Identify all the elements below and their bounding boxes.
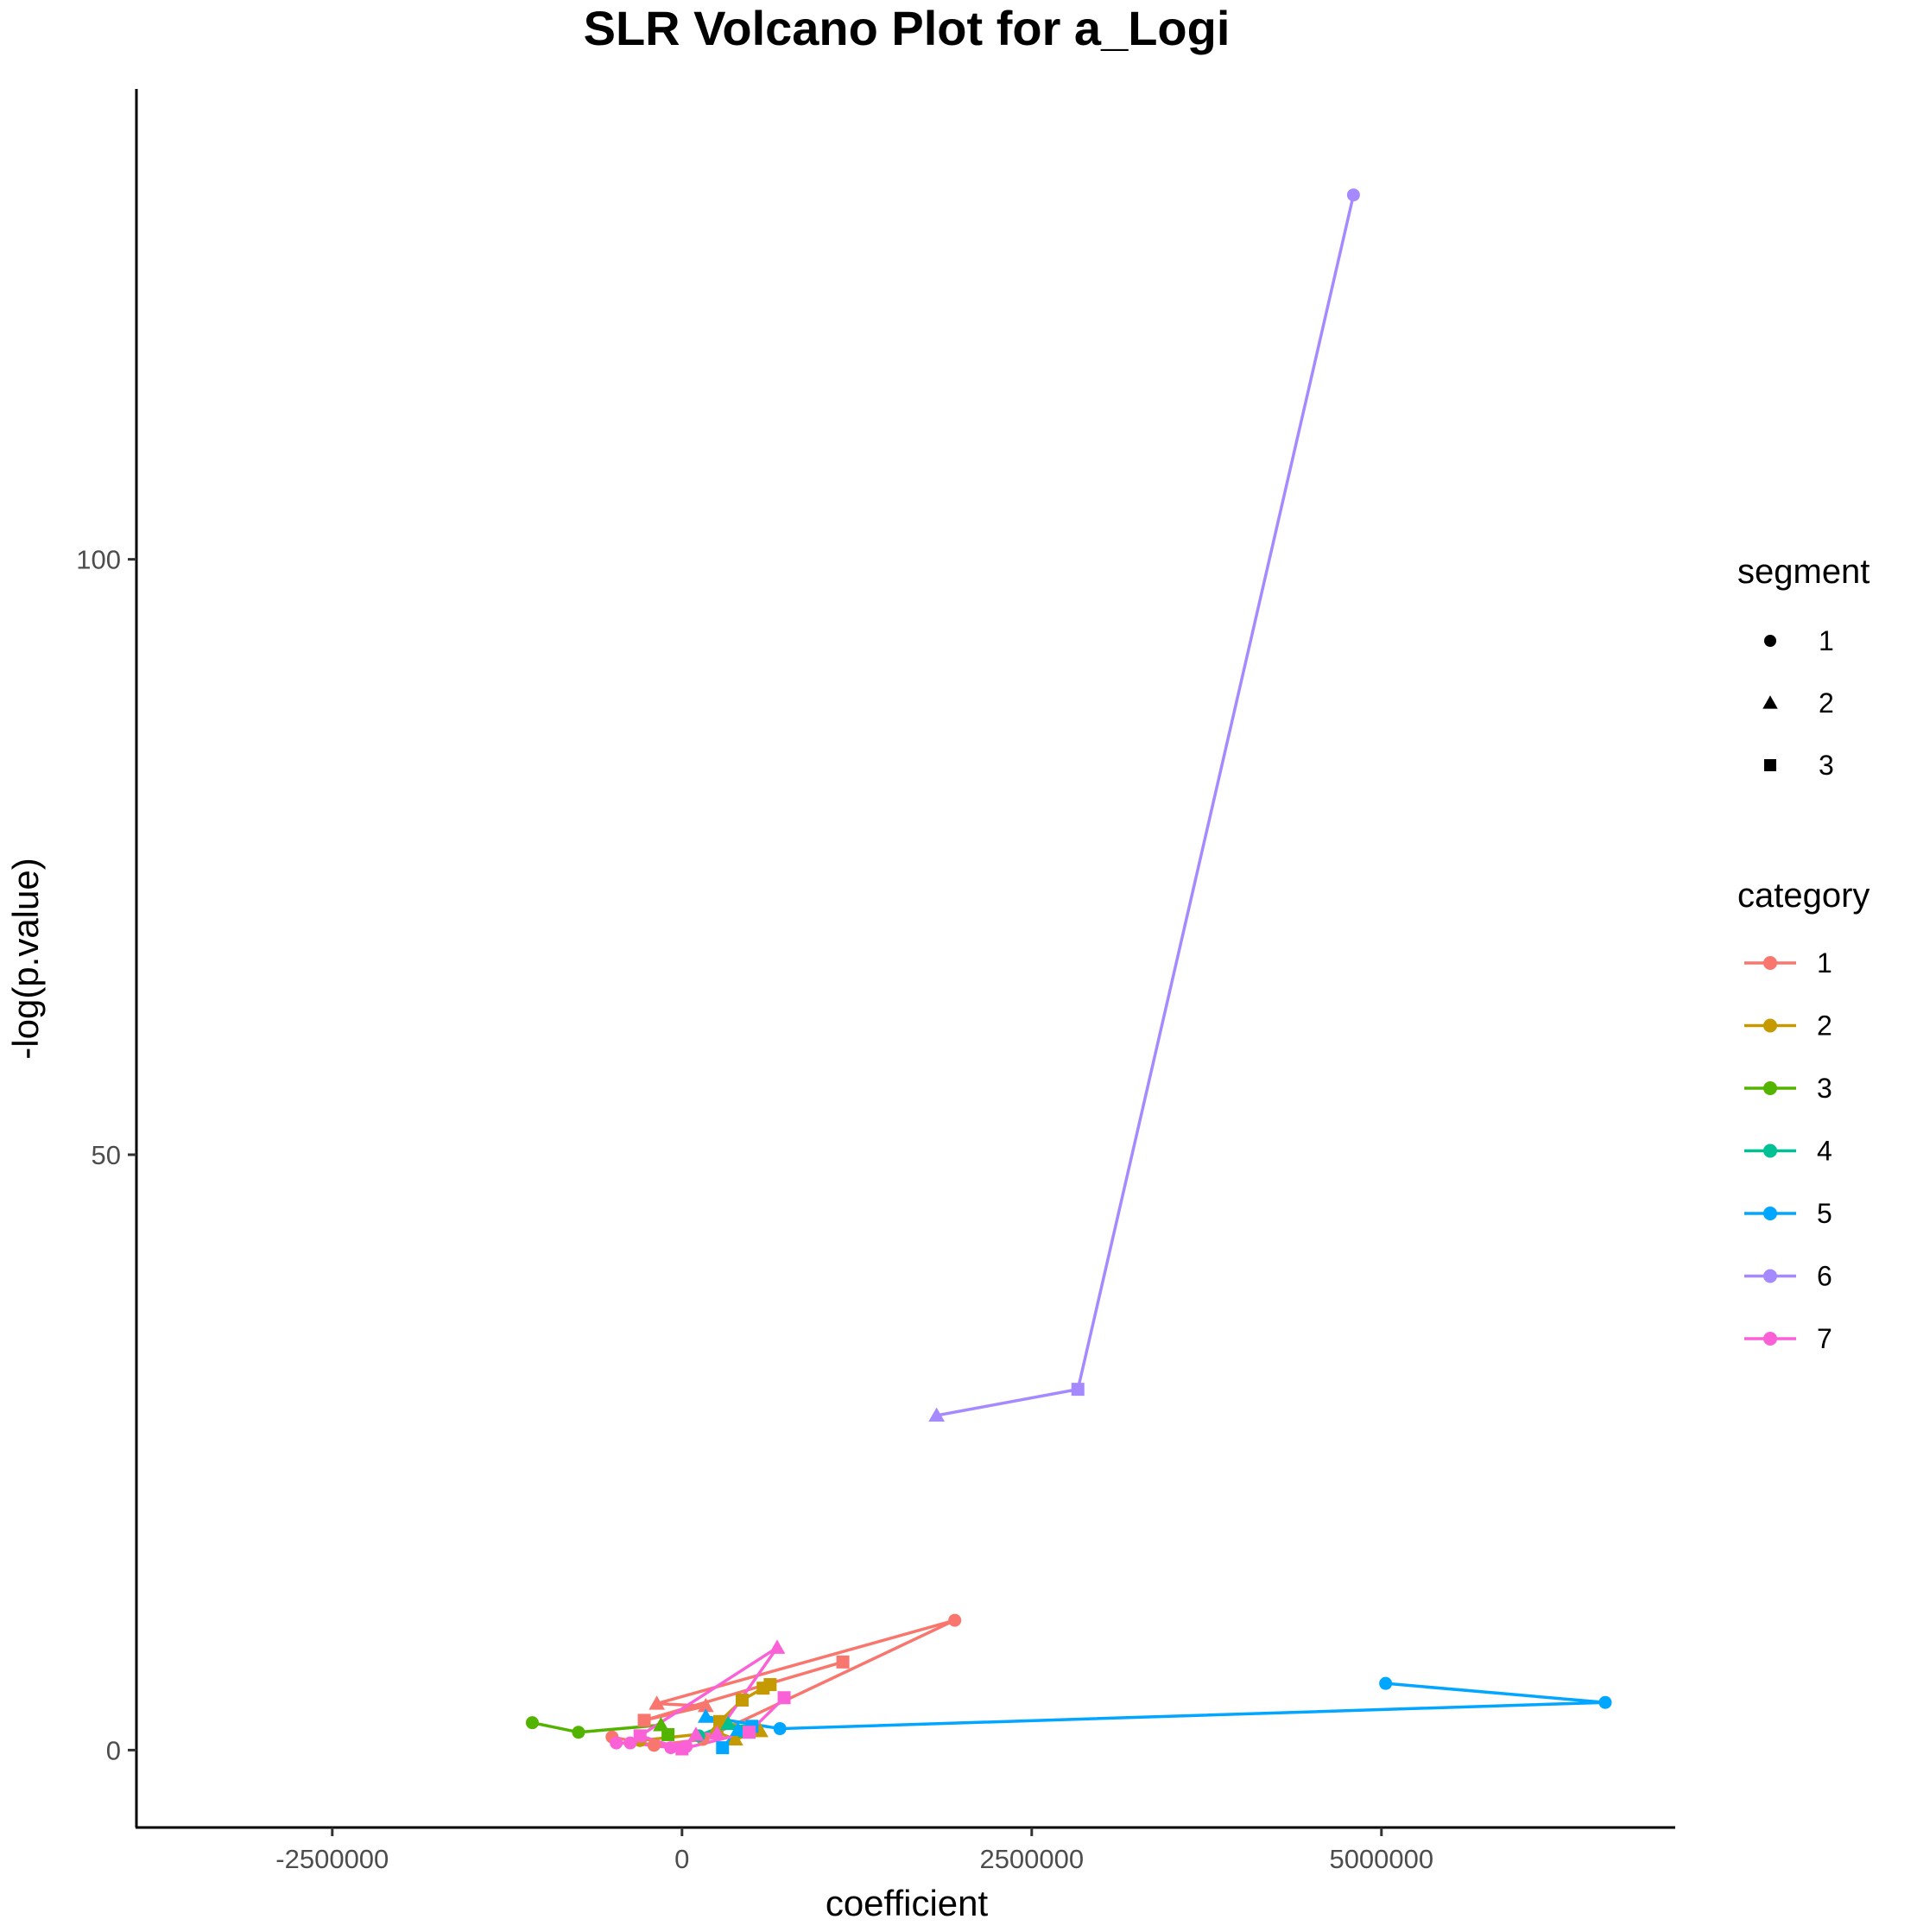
legend-label-segment: 2 [1819, 687, 1834, 719]
legend-key-point-category-1 [1763, 956, 1777, 970]
legend-key-segment-3 [1764, 759, 1776, 771]
data-point-category-7 [687, 1726, 705, 1741]
data-point-category-5 [773, 1722, 787, 1736]
legend-key-point-category-5 [1763, 1207, 1777, 1220]
data-point-category-4 [719, 1715, 737, 1731]
y-axis-ticks: 0 50 100 [76, 545, 136, 1765]
data-point-category-2 [752, 1722, 769, 1738]
legend-label-category: 3 [1817, 1073, 1832, 1104]
data-point-category-2 [763, 1678, 777, 1692]
category-legend-title: category [1737, 877, 1870, 915]
data-point-category-1 [836, 1655, 850, 1669]
x-tick-label: 0 [674, 1844, 689, 1874]
data-point-category-6 [928, 1407, 946, 1422]
data-point-category-1 [948, 1613, 962, 1627]
data-point-category-5 [730, 1721, 746, 1736]
data-point-category-7 [633, 1729, 647, 1743]
plot-area [525, 188, 1612, 1756]
data-point-category-3 [661, 1727, 675, 1741]
y-tick-label: 100 [76, 545, 121, 575]
legend-key-point-category-3 [1763, 1081, 1777, 1095]
data-point-category-7 [769, 1639, 786, 1654]
category-legend: category 1 2 3 4 5 6 7 [1737, 877, 1870, 1354]
segment-legend-title: segment [1737, 553, 1870, 591]
data-point-category-5 [697, 1708, 714, 1723]
data-point-category-5 [1379, 1676, 1393, 1690]
data-point-category-2 [735, 1693, 749, 1707]
data-point-category-1 [647, 1739, 661, 1752]
legend-key-point-category-2 [1763, 1018, 1777, 1033]
legend-key-segment-1 [1764, 635, 1776, 647]
data-point-category-2 [726, 1731, 743, 1746]
data-point-category-3 [572, 1726, 585, 1739]
data-point-category-5 [716, 1741, 730, 1755]
legend-label-category: 6 [1817, 1261, 1832, 1292]
data-point-category-2 [713, 1714, 727, 1728]
data-point-category-1 [648, 1695, 666, 1710]
data-point-category-1 [637, 1713, 651, 1727]
data-point-category-7 [777, 1691, 791, 1705]
x-tick-label: 5000000 [1329, 1844, 1433, 1874]
legend-key-segment-2 [1762, 695, 1778, 709]
chart-title: SLR Volcano Plot for a_Logi [584, 1, 1231, 55]
data-point-category-7 [675, 1742, 689, 1756]
data-point-category-5 [1598, 1695, 1612, 1709]
data-point-category-3 [653, 1717, 669, 1732]
y-axis-title: -log(p.value) [5, 858, 46, 1059]
x-tick-label: 2500000 [979, 1844, 1084, 1874]
legend-key-point-category-7 [1763, 1332, 1777, 1346]
data-point-category-7 [708, 1725, 725, 1740]
x-tick-label: -2500000 [275, 1844, 389, 1874]
data-point-category-6 [1071, 1383, 1085, 1397]
series-line-category-6 [936, 194, 1356, 1417]
data-point-category-7 [610, 1736, 623, 1750]
data-point-category-7 [743, 1726, 756, 1739]
legend-label-category: 7 [1817, 1323, 1832, 1354]
segment-legend: segment 1 2 3 [1737, 553, 1870, 781]
data-point-category-7 [623, 1736, 637, 1750]
data-point-category-7 [664, 1741, 678, 1755]
y-tick-label: 0 [106, 1735, 121, 1765]
legend-label-category: 2 [1817, 1010, 1832, 1042]
legend-label-category: 5 [1817, 1198, 1832, 1229]
legend-key-point-category-6 [1763, 1269, 1777, 1283]
data-point-category-3 [525, 1716, 539, 1730]
y-tick-label: 50 [92, 1140, 121, 1170]
legend-key-point-category-4 [1763, 1143, 1777, 1158]
series-line-category-1 [611, 1618, 957, 1747]
series-line-category-5 [704, 1682, 1607, 1750]
legend-label-category: 1 [1817, 947, 1832, 979]
x-axis-ticks: -2500000 0 2500000 5000000 [275, 1827, 1433, 1874]
data-point-category-1 [697, 1697, 714, 1713]
legend-label-category: 4 [1817, 1136, 1832, 1167]
legend-label-segment: 3 [1819, 750, 1834, 781]
legend-label-segment: 1 [1819, 625, 1834, 656]
data-point-category-6 [1346, 188, 1360, 202]
x-axis-title: coefficient [826, 1883, 989, 1923]
